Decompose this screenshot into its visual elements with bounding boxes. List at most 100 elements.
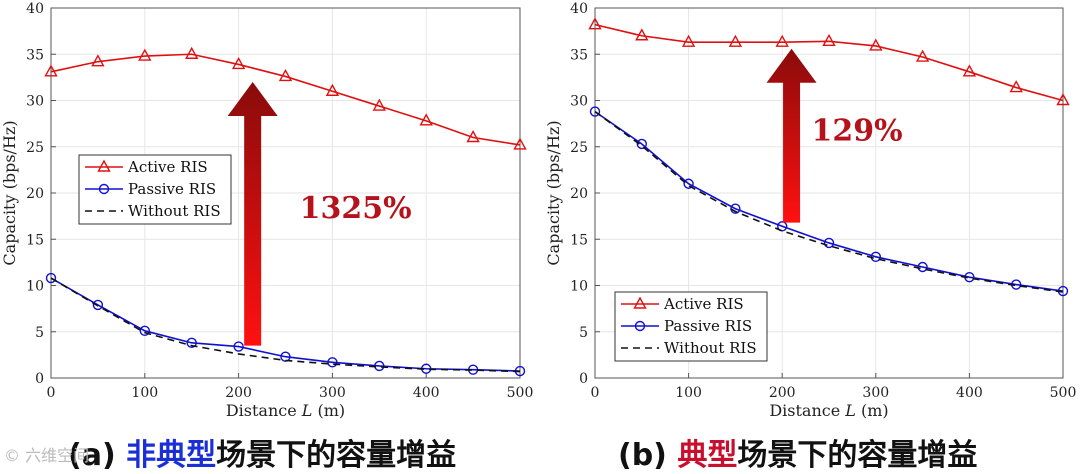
x-tick-label: 300 [319,385,346,401]
data-point-triangle [513,137,527,150]
x-axis-label-prefix: Distance [226,401,302,420]
y-tick-label: 0 [35,371,44,387]
data-point-triangle [372,98,386,111]
legend-marker-circle [98,183,110,195]
x-tick-label: 100 [675,385,702,401]
data-point-triangle [278,68,293,82]
gain-percentage-label: 1325% [300,191,412,226]
data-point-circle [327,357,338,368]
data-point-circle [233,341,244,352]
legend-entry-label: Active RIS [663,295,744,313]
data-point-triangle [728,34,743,47]
caption-b-rest: 场景下的容量增益 [737,438,978,473]
y-tick-label: 40 [26,1,44,17]
y-tick-label: 15 [26,232,44,248]
caption-b: (b) 典型场景下的容量增益 [618,430,977,474]
x-tick-label: 400 [413,385,440,401]
data-point-triangle [91,54,105,67]
x-axis-label-var: L [844,401,856,420]
data-point-triangle [681,34,696,47]
chart-a: 0 100 200 300 400 500 0 5 10 15 20 25 30 35 40 Distance… [0,1,533,420]
data-point-circle [139,325,151,337]
legend-entry-label: Active RIS [127,158,208,176]
data-point-triangle [775,34,789,47]
caption-b-highlight: 典型 [677,438,738,473]
data-point-triangle [231,56,246,70]
y-tick-label: 15 [570,232,588,248]
y-tick-label: 40 [570,1,588,17]
series-line-without-ris [594,110,1064,293]
y-tick-label: 10 [570,279,588,295]
x-tick-label: 500 [1050,385,1077,401]
data-point-triangle [44,64,58,77]
data-point-triangle [915,49,930,62]
gain-arrow [227,82,278,346]
data-point-triangle [419,113,433,126]
y-tick-label: 20 [26,186,44,202]
x-axis-label-suffix: (m) [312,401,345,420]
y-tick-label: 35 [26,47,44,63]
x-tick-label: 500 [507,385,534,401]
y-tick-label: 5 [35,325,44,341]
data-point-triangle [1009,80,1023,93]
y-tick-label: 0 [579,371,588,387]
x-axis-label-var: L [301,401,313,420]
legend: Active RIS Passive RIS Without RIS [614,291,768,362]
data-point-triangle [588,17,602,30]
x-tick-label: 200 [225,385,252,401]
x-tick-label: 0 [591,385,600,401]
data-point-circle [777,221,788,232]
y-tick-label: 30 [570,94,588,110]
legend-marker-triangle [633,296,647,309]
series-line-passive-ris [594,110,1064,292]
caption-b-prefix: (b) [618,438,678,473]
x-tick-label: 400 [956,385,983,401]
data-point-circle [683,178,694,189]
data-point-circle [730,203,741,214]
series-line-active-ris [50,53,521,146]
data-point-triangle [962,64,977,77]
y-tick-label: 25 [26,140,44,156]
legend-marker-circle [634,320,646,332]
x-axis-label: Distance L (m) [226,401,345,420]
y-tick-label: 20 [570,186,588,202]
data-point-triangle [466,130,480,143]
data-point-triangle [869,38,883,51]
caption-a-rest: 场景下的容量增益 [216,438,457,473]
y-tick-label: 30 [26,94,44,110]
legend-entry-label: Passive RIS [128,180,216,198]
data-point-circle [92,299,104,311]
legend-marker-triangle [97,159,111,172]
gain-percentage-label: 129% [812,113,903,148]
data-point-triangle [635,28,649,41]
caption-a-highlight: 非典型 [126,438,217,473]
caption-a-prefix: (a) [68,438,127,473]
data-point-triangle [822,33,836,46]
y-axis-label: Capacity (bps/Hz) [0,120,19,265]
x-axis-label-suffix: (m) [856,401,889,420]
caption-a: (a) 非典型场景下的容量增益 [68,430,456,474]
y-tick-label: 35 [570,47,588,63]
gain-arrow [766,48,817,223]
y-tick-label: 10 [26,279,44,295]
data-point-triangle [185,46,199,59]
x-tick-label: 0 [47,385,56,401]
data-point-circle [589,106,601,117]
x-axis-label-prefix: Distance [769,401,845,420]
legend-entry-label: Without RIS [664,339,757,357]
x-tick-label: 200 [769,385,796,401]
x-tick-label: 300 [862,385,889,401]
data-point-circle [636,138,647,150]
legend: Active RIS Passive RIS Without RIS [78,154,232,225]
chart-b: 0 100 200 300 400 500 0 5 10 15 20 25 30 35 40 Distance… [544,1,1076,420]
x-axis-label: Distance L (m) [769,401,888,420]
x-tick-label: 100 [131,385,158,401]
series-line-active-ris [594,23,1064,102]
data-point-triangle [138,48,152,61]
watermark: © 六维空间 [4,446,90,465]
y-tick-label: 5 [579,325,588,341]
series-line-without-ris [50,277,521,373]
data-point-triangle [1056,93,1070,106]
y-axis-label: Capacity (bps/Hz) [544,120,563,265]
